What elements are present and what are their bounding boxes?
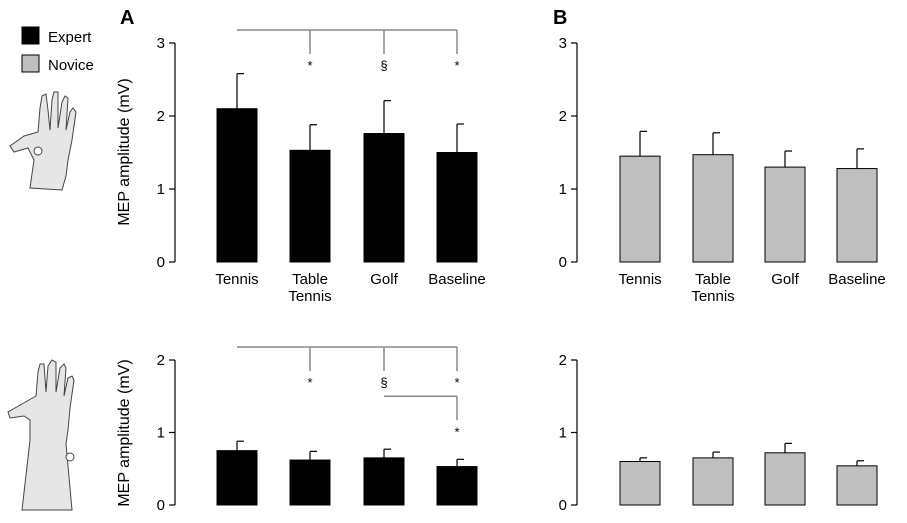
y-tick-label: 1 [157,181,165,198]
bar [436,152,478,263]
x-tick-label: Golf [370,271,398,288]
bar [692,154,734,263]
y-tick-label: 2 [157,352,165,369]
significance-marker: * [454,58,459,73]
bar [363,457,405,506]
x-tick-label: Tennis [618,271,661,288]
significance-marker: § [380,58,387,73]
y-axis-title-bottom: MEP amplitude (mV) [116,359,133,506]
y-tick-label: 0 [559,497,567,514]
bar [216,450,258,506]
significance-marker: § [380,375,387,390]
bar [836,465,878,506]
bar [619,461,661,506]
y-tick-label: 2 [157,108,165,125]
bar [436,466,478,506]
x-tick-label: Baseline [428,271,486,288]
bar [289,459,331,506]
significance-marker: * [307,375,312,390]
y-tick-label: 2 [559,352,567,369]
y-tick-label: 1 [559,425,567,442]
y-tick-label: 2 [559,108,567,125]
legend-label-expert: Expert [48,29,92,46]
y-tick-label: 3 [559,35,567,52]
y-tick-label: 1 [559,181,567,198]
x-tick-label: Tennis [215,271,258,288]
legend-swatch-expert [21,26,40,45]
x-tick-label: Table [292,271,328,288]
x-tick-label: Baseline [828,271,886,288]
electrode-marker [33,146,43,156]
bar [619,155,661,263]
y-tick-label: 0 [157,254,165,271]
y-axis-title-top: MEP amplitude (mV) [116,78,133,225]
legend-label-novice: Novice [48,57,94,74]
y-tick-label: 0 [157,497,165,514]
x-tick-label: Tennis [691,288,734,305]
significance-marker: * [307,58,312,73]
bar [764,166,806,263]
panel-label-b: B [553,7,567,29]
bar [764,452,806,506]
y-tick-label: 0 [559,254,567,271]
legend-swatch-novice [21,54,40,73]
electrode-marker [65,452,75,462]
panel-label-a: A [120,7,134,29]
legend: Expert Novice [21,26,94,74]
significance-marker: * [454,424,459,439]
x-tick-label: Tennis [288,288,331,305]
x-tick-label: Table [695,271,731,288]
hand-electrode-icon [9,91,77,191]
bar [692,457,734,506]
bar [289,149,331,263]
y-tick-label: 3 [157,35,165,52]
bar [836,168,878,263]
x-tick-label: Golf [771,271,799,288]
bar [363,133,405,263]
forearm-electrode-icon [7,359,75,511]
y-tick-label: 1 [157,425,165,442]
bar [216,108,258,263]
significance-marker: * [454,375,459,390]
